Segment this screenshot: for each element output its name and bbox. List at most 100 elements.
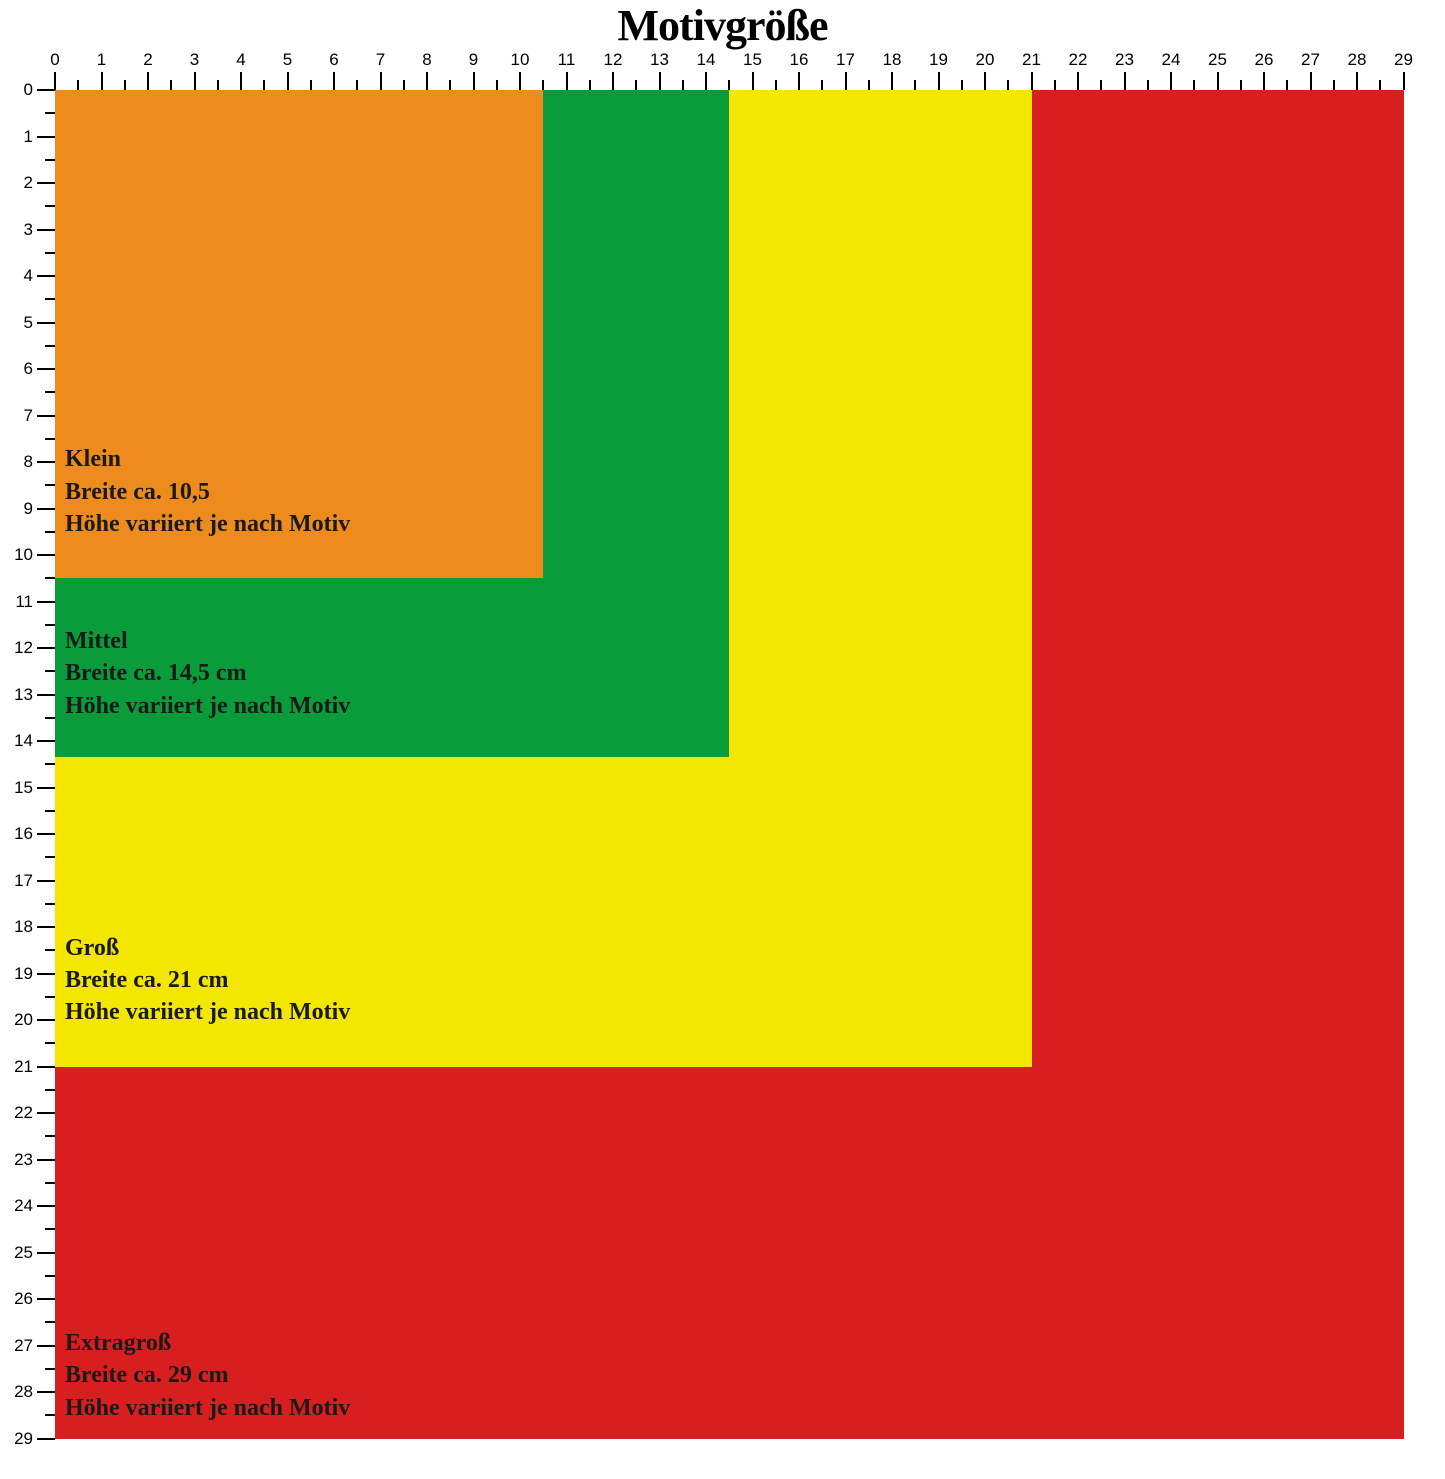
ruler-left-tick: 13 [0,685,55,705]
ruler-top-tick: 21 [1017,50,1047,90]
ruler-left-tick: 12 [0,638,55,658]
size-label-mittel: MittelBreite ca. 14,5 cmHöhe variiert je… [65,625,350,722]
ruler-left-tick: 1 [0,127,55,147]
ruler-left-minor-tick [0,112,55,114]
ruler-top-minor-tick [635,80,637,90]
ruler-top-minor-tick [868,80,870,90]
ruler-left-minor-tick [0,1368,55,1370]
ruler-left-tick: 25 [0,1243,55,1263]
ruler-top-tick: 17 [831,50,861,90]
ruler-top-tick: 8 [412,50,442,90]
size-label-groß: GroßBreite ca. 21 cmHöhe variiert je nac… [65,932,350,1029]
ruler-left-minor-tick [0,1414,55,1416]
ruler-top-minor-tick [961,80,963,90]
ruler-top-tick: 25 [1203,50,1233,90]
ruler-left-minor-tick [0,1182,55,1184]
ruler-top-tick: 9 [459,50,489,90]
ruler-top-minor-tick [542,80,544,90]
ruler-left-minor-tick [0,1321,55,1323]
ruler-top-tick: 29 [1389,50,1419,90]
size-label-extragroß: ExtragroßBreite ca. 29 cmHöhe variiert j… [65,1327,350,1424]
ruler-left-tick: 7 [0,406,55,426]
ruler-left-minor-tick [0,1089,55,1091]
ruler-top-minor-tick [124,80,126,90]
ruler-top-minor-tick [1379,80,1381,90]
diagram-title: Motivgröße [0,0,1445,51]
ruler-top-tick: 2 [133,50,163,90]
ruler-left-tick: 23 [0,1150,55,1170]
ruler-left-minor-tick [0,438,55,440]
ruler-left-tick: 16 [0,824,55,844]
ruler-left-tick: 9 [0,499,55,519]
ruler-top-minor-tick [1007,80,1009,90]
ruler-top-minor-tick [1100,80,1102,90]
ruler-left-minor-tick [0,391,55,393]
ruler-top-tick: 15 [738,50,768,90]
ruler-left-tick: 4 [0,266,55,286]
ruler-top-tick: 11 [552,50,582,90]
ruler-top-minor-tick [1333,80,1335,90]
ruler-top-tick: 23 [1110,50,1140,90]
ruler-top-minor-tick [310,80,312,90]
ruler-left-minor-tick [0,205,55,207]
ruler-left-tick: 14 [0,731,55,751]
ruler-left-minor-tick [0,717,55,719]
ruler-top-tick: 12 [598,50,628,90]
ruler-top-tick: 18 [877,50,907,90]
ruler-left-minor-tick [0,949,55,951]
size-diagram: Motivgröße 01234567891011121314151617181… [0,0,1445,1445]
chart-area: ExtragroßBreite ca. 29 cmHöhe variiert j… [55,90,1404,1439]
ruler-left-tick: 0 [0,80,55,100]
ruler-left-minor-tick [0,903,55,905]
ruler-top-tick: 16 [784,50,814,90]
ruler-left-tick: 2 [0,173,55,193]
ruler-left-tick: 29 [0,1429,55,1449]
ruler-left-tick: 27 [0,1336,55,1356]
ruler-top-tick: 19 [924,50,954,90]
ruler-top-minor-tick [403,80,405,90]
ruler-left-minor-tick [0,345,55,347]
ruler-left-minor-tick [0,531,55,533]
ruler-top-minor-tick [775,80,777,90]
ruler-left-tick: 8 [0,452,55,472]
ruler-horizontal: 0123456789101112131415161718192021222324… [55,50,1444,90]
ruler-top-minor-tick [1286,80,1288,90]
ruler-top-tick: 1 [87,50,117,90]
ruler-vertical: 0123456789101112131415161718192021222324… [0,90,55,1479]
ruler-top-tick: 5 [273,50,303,90]
ruler-top-minor-tick [914,80,916,90]
ruler-left-minor-tick [0,670,55,672]
ruler-left-minor-tick [0,1275,55,1277]
ruler-left-tick: 5 [0,313,55,333]
ruler-left-tick: 19 [0,964,55,984]
ruler-left-minor-tick [0,577,55,579]
ruler-left-tick: 26 [0,1289,55,1309]
ruler-top-tick: 3 [180,50,210,90]
ruler-top-minor-tick [496,80,498,90]
ruler-left-minor-tick [0,252,55,254]
ruler-top-tick: 13 [645,50,675,90]
ruler-top-tick: 24 [1156,50,1186,90]
ruler-top-tick: 27 [1296,50,1326,90]
ruler-top-tick: 26 [1249,50,1279,90]
ruler-top-tick: 7 [366,50,396,90]
ruler-left-tick: 24 [0,1196,55,1216]
ruler-left-minor-tick [0,1228,55,1230]
ruler-top-minor-tick [1147,80,1149,90]
ruler-left-tick: 10 [0,545,55,565]
ruler-top-tick: 10 [505,50,535,90]
ruler-top-minor-tick [356,80,358,90]
ruler-left-tick: 28 [0,1382,55,1402]
ruler-left-tick: 18 [0,917,55,937]
ruler-top-tick: 14 [691,50,721,90]
ruler-top-tick: 22 [1063,50,1093,90]
ruler-top-tick: 6 [319,50,349,90]
ruler-left-minor-tick [0,1042,55,1044]
ruler-top-minor-tick [821,80,823,90]
ruler-left-minor-tick [0,298,55,300]
ruler-left-minor-tick [0,996,55,998]
ruler-left-tick: 17 [0,871,55,891]
ruler-top-minor-tick [170,80,172,90]
ruler-top-minor-tick [263,80,265,90]
ruler-top-tick: 20 [970,50,1000,90]
